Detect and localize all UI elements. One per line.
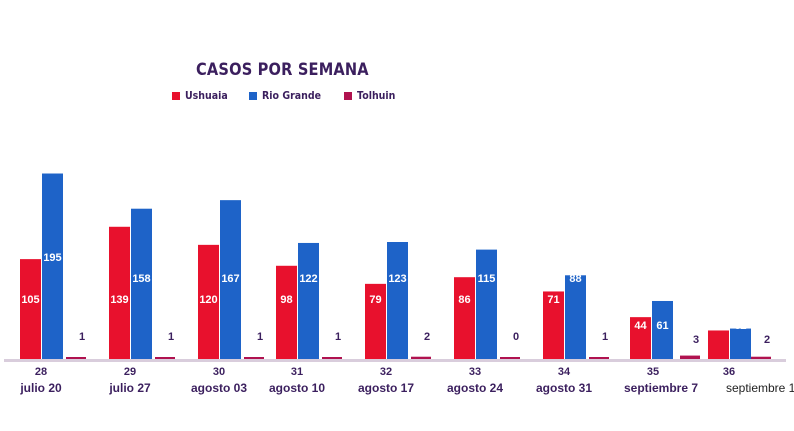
bar-tolhuin-week-31 [322, 357, 342, 359]
bar-ushuaia-week-30 [198, 244, 219, 359]
bar-rio-grande-week-32 [387, 242, 408, 359]
tick-label-date-33: agosto 24 [447, 381, 503, 395]
legend-label-rio-grande: Rio Grande [261, 89, 321, 102]
bar-tolhuin-week-33 [500, 357, 520, 359]
bar-ushuaia-week-35 [630, 317, 651, 359]
tick-label-week-32: 32 [380, 366, 392, 378]
bar-rio-grande-week-28 [42, 173, 63, 359]
value-label-tolhuin-week-30: 1 [257, 331, 263, 343]
value-label-ushuaia-week-29: 139 [110, 294, 128, 306]
chart-title: CASOS POR SEMANA [196, 60, 369, 80]
value-label-ushuaia-week-32: 79 [369, 294, 381, 306]
legend-item-ushuaia: Ushuaia [172, 89, 235, 102]
value-label-tolhuin-week-34: 1 [602, 331, 608, 343]
bar-ushuaia-week-33 [454, 277, 475, 359]
bar-tolhuin-week-36 [751, 356, 771, 359]
legend-swatch-rio-grande [248, 91, 257, 100]
value-label-tolhuin-week-31: 1 [335, 331, 341, 343]
value-label-tolhuin-week-28: 1 [79, 331, 85, 343]
tick-label-week-33: 33 [469, 366, 481, 378]
bar-ushuaia-week-29 [109, 226, 130, 359]
value-label-tolhuin-week-29: 1 [168, 331, 174, 343]
tick-label-week-28: 28 [35, 366, 47, 378]
bar-rio-grande-week-30 [220, 200, 241, 359]
value-label-rio-grande-week-33: 115 [478, 273, 496, 285]
bar-rio-grande-week-29 [131, 208, 152, 359]
tick-label-date-30: agosto 03 [191, 381, 247, 395]
bar-ushuaia-week-36 [708, 330, 729, 359]
value-label-rio-grande-week-28: 195 [43, 252, 61, 264]
bar-ushuaia-week-28 [20, 259, 41, 359]
bar-rio-grande-week-33 [476, 249, 497, 359]
tick-label-week-31: 31 [291, 366, 303, 378]
legend-swatch-ushuaia [172, 91, 180, 100]
tick-label-date-28: julio 20 [19, 381, 62, 395]
bar-rio-grande-week-31 [298, 242, 319, 359]
bar-rio-grande-week-36 [730, 328, 751, 359]
bar-rio-grande-week-34 [565, 275, 586, 359]
value-label-ushuaia-week-28: 105 [21, 294, 39, 306]
tick-label-date-34: agosto 31 [536, 381, 592, 395]
value-label-tolhuin-week-33: 0 [513, 331, 519, 343]
bar-ushuaia-week-32 [365, 283, 386, 359]
value-label-ushuaia-week-30: 120 [199, 294, 217, 306]
value-label-rio-grande-week-36: 32 [734, 320, 746, 332]
tick-label-week-29: 29 [124, 366, 136, 378]
legend-item-rio-grande: Rio Grande [248, 89, 331, 102]
value-label-tolhuin-week-35: 3 [693, 334, 699, 346]
value-label-rio-grande-week-30: 167 [221, 273, 239, 285]
value-label-rio-grande-week-29: 158 [132, 273, 150, 285]
value-label-ushuaia-week-36: 30 [712, 320, 724, 332]
legend-label-tolhuin: Tolhuin [357, 89, 396, 102]
tick-label-date-29: julio 27 [108, 381, 151, 395]
bar-tolhuin-week-28 [66, 357, 86, 359]
tick-label-week-34: 34 [558, 366, 571, 378]
value-label-ushuaia-week-33: 86 [458, 294, 470, 306]
value-label-ushuaia-week-35: 44 [634, 320, 647, 332]
value-label-rio-grande-week-35: 61 [656, 320, 668, 332]
value-label-ushuaia-week-34: 71 [547, 294, 559, 306]
value-label-rio-grande-week-34: 88 [569, 273, 581, 285]
value-label-ushuaia-week-31: 98 [280, 294, 292, 306]
tick-label-date-35: septiembre 7 [624, 381, 698, 395]
bar-tolhuin-week-29 [155, 357, 175, 359]
tick-label-week-36: 36 [723, 366, 735, 378]
value-label-rio-grande-week-32: 123 [388, 273, 406, 285]
bar-rio-grande-week-35 [652, 300, 673, 359]
tick-label-date-36: septiembre 14 [726, 381, 794, 395]
legend-label-ushuaia: Ushuaia [185, 89, 228, 102]
value-label-tolhuin-week-36: 2 [764, 334, 770, 346]
legend-item-tolhuin: Tolhuin [344, 89, 402, 102]
bar-tolhuin-week-35 [680, 355, 700, 359]
value-label-rio-grande-week-31: 122 [299, 273, 317, 285]
bar-ushuaia-week-31 [276, 265, 297, 359]
tick-label-date-31: agosto 10 [269, 381, 325, 395]
value-label-tolhuin-week-32: 2 [424, 331, 430, 343]
legend-swatch-tolhuin [344, 91, 353, 100]
bar-tolhuin-week-32 [411, 356, 431, 359]
bar-ushuaia-week-34 [543, 291, 564, 359]
bar-tolhuin-week-30 [244, 357, 264, 359]
tick-label-week-30: 30 [213, 366, 225, 378]
legend: Ushuaia Rio Grande Tolhuin [172, 89, 402, 102]
x-axis-baseline [4, 359, 786, 362]
tick-label-week-35: 35 [647, 366, 659, 378]
tick-label-date-32: agosto 17 [358, 381, 414, 395]
bar-tolhuin-week-34 [589, 357, 609, 359]
